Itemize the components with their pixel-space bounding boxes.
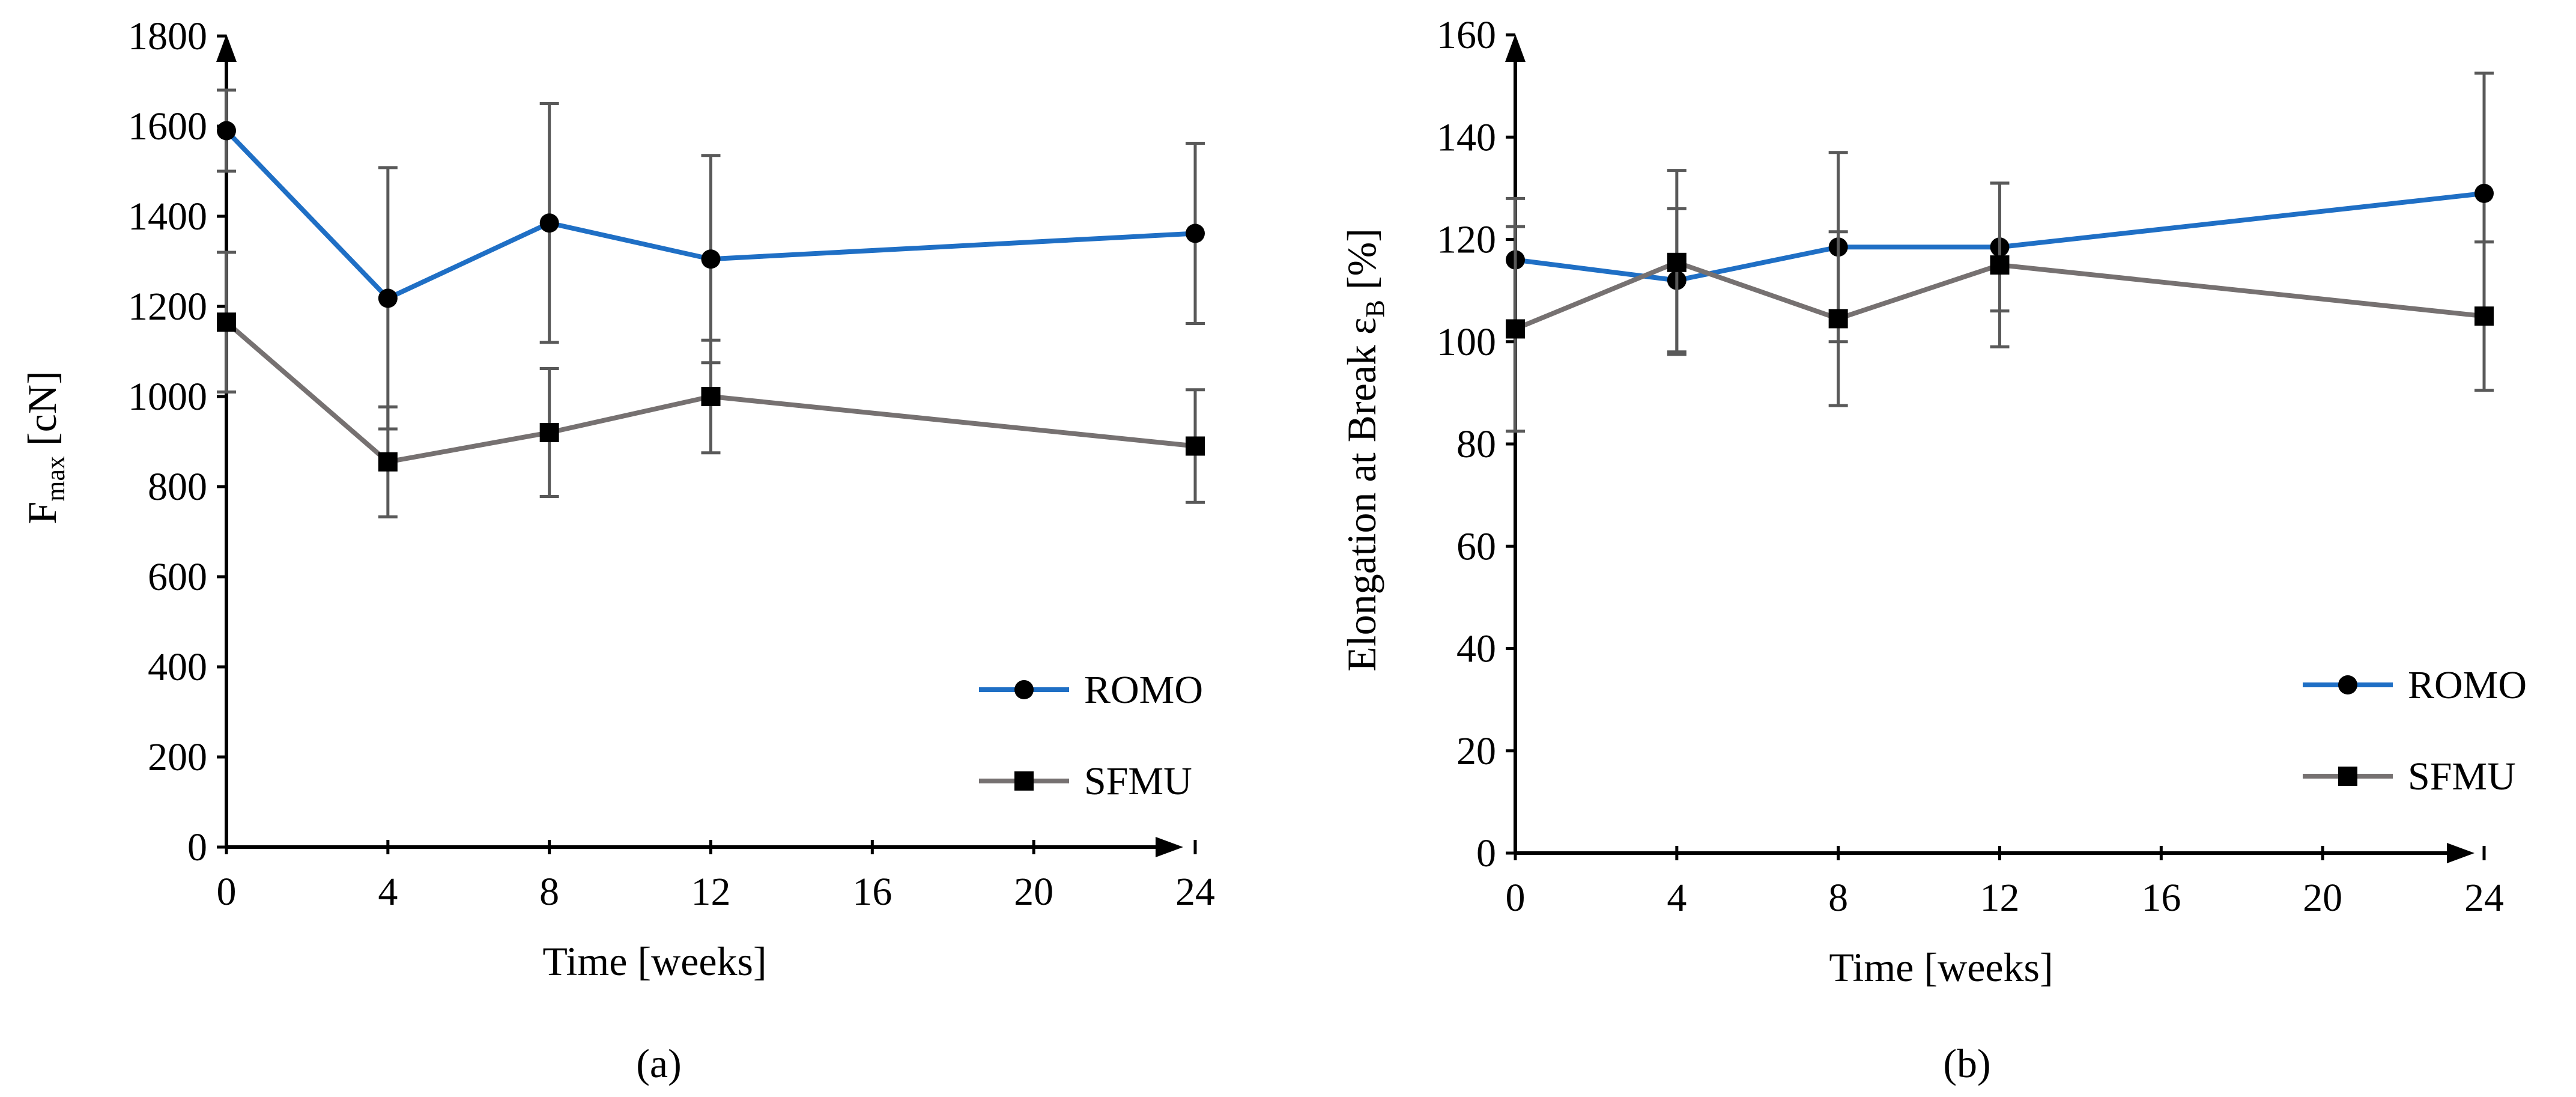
y-axis-label-subscript: max bbox=[41, 456, 70, 502]
y-axis-label: Fmax [cN] bbox=[19, 371, 70, 524]
y-tick-label: 1000 bbox=[128, 375, 207, 419]
x-tick-label: 0 bbox=[217, 870, 237, 914]
legend-marker bbox=[2338, 767, 2357, 786]
y-tick-label: 1400 bbox=[128, 195, 207, 239]
legend-marker bbox=[2338, 675, 2357, 694]
data-point bbox=[1186, 223, 1205, 243]
y-tick-label: 200 bbox=[148, 735, 207, 779]
panel-caption: (b) bbox=[1943, 1041, 1990, 1086]
data-point bbox=[1990, 255, 2010, 275]
y-axis-arrowhead bbox=[1505, 34, 1526, 62]
y-tick-label: 1800 bbox=[128, 14, 207, 58]
panel-caption: (a) bbox=[636, 1041, 681, 1086]
y-tick-label: 160 bbox=[1437, 13, 1496, 57]
x-tick-label: 12 bbox=[1980, 876, 2020, 920]
x-tick-label: 20 bbox=[1014, 870, 1053, 914]
x-tick-label: 4 bbox=[378, 870, 398, 914]
chart-panel-a: 0 4 8 12 16 20 24 0 200 400 600 800 1000 1200 1400 1600… bbox=[19, 14, 1215, 1086]
y-axis-label-unit: [%] bbox=[1339, 228, 1384, 300]
x-tick-label: 0 bbox=[1506, 876, 1526, 920]
x-tick-label: 12 bbox=[691, 870, 731, 914]
y-tick-label: 60 bbox=[1456, 524, 1496, 568]
y-axis-label-main: F bbox=[19, 502, 65, 524]
data-point bbox=[539, 423, 559, 442]
data-point bbox=[1186, 436, 1205, 456]
x-axis-label: Time [weeks] bbox=[1829, 944, 2053, 990]
y-tick-label: 140 bbox=[1437, 115, 1496, 159]
y-tick-label: 1200 bbox=[128, 285, 207, 329]
legend: ROMO SFMU bbox=[979, 668, 1203, 803]
data-point bbox=[701, 249, 721, 269]
data-point bbox=[2474, 183, 2494, 203]
data-point bbox=[217, 312, 236, 332]
x-tick-label: 20 bbox=[2303, 876, 2342, 920]
y-tick-label: 100 bbox=[1437, 320, 1496, 364]
data-point bbox=[701, 387, 721, 406]
y-tick-label: 0 bbox=[187, 825, 207, 869]
legend-marker bbox=[1014, 771, 1034, 791]
series-sfmu bbox=[1506, 169, 2494, 433]
data-point bbox=[1667, 252, 1687, 272]
y-tick-label: 1600 bbox=[128, 105, 207, 148]
legend-label: ROMO bbox=[1084, 668, 1203, 712]
legend-label: ROMO bbox=[2408, 663, 2527, 707]
y-tick-label: 400 bbox=[148, 645, 207, 689]
legend-label: SFMU bbox=[2408, 755, 2516, 798]
y-axis-arrowhead bbox=[216, 34, 237, 62]
x-tick-label: 16 bbox=[852, 870, 892, 914]
x-axis-label: Time [weeks] bbox=[542, 938, 766, 984]
legend: ROMO SFMU bbox=[2303, 663, 2527, 798]
data-point bbox=[1828, 309, 1848, 329]
x-tick-label: 4 bbox=[1667, 876, 1687, 920]
chart-panel-b: 0 4 8 12 16 20 24 0 20 40 60 80 100 120 140 160 Time [we… bbox=[1339, 13, 2527, 1086]
y-tick-label: 800 bbox=[148, 465, 207, 509]
y-axis-label-subscript: B bbox=[1360, 300, 1390, 317]
x-axis-arrowhead bbox=[1156, 837, 1183, 857]
x-tick-label: 24 bbox=[1175, 870, 1215, 914]
x-tick-label: 16 bbox=[2141, 876, 2181, 920]
x-tick-label: 24 bbox=[2464, 876, 2504, 920]
y-axis-label-main: Elongation at Break ε bbox=[1339, 317, 1384, 671]
data-point bbox=[378, 288, 398, 308]
x-axis-arrowhead bbox=[2447, 843, 2474, 863]
legend-label: SFMU bbox=[1084, 759, 1192, 803]
y-axis-label: Elongation at Break εB [%] bbox=[1339, 228, 1390, 672]
y-tick-label: 120 bbox=[1437, 218, 1496, 262]
y-tick-label: 20 bbox=[1456, 729, 1496, 773]
y-tick-label: 80 bbox=[1456, 422, 1496, 466]
y-tick-label: 40 bbox=[1456, 627, 1496, 671]
data-point bbox=[539, 213, 559, 233]
data-point bbox=[217, 121, 236, 141]
legend-marker bbox=[1014, 680, 1034, 699]
y-tick-label: 600 bbox=[148, 555, 207, 599]
y-axis-label-unit: [cN] bbox=[19, 371, 65, 456]
x-tick-label: 8 bbox=[539, 870, 559, 914]
data-point bbox=[2474, 306, 2494, 326]
series-sfmu bbox=[217, 251, 1205, 518]
data-point bbox=[1506, 319, 1525, 339]
x-tick-label: 8 bbox=[1828, 876, 1848, 920]
data-point bbox=[378, 452, 398, 472]
y-tick-label: 0 bbox=[1476, 831, 1496, 875]
